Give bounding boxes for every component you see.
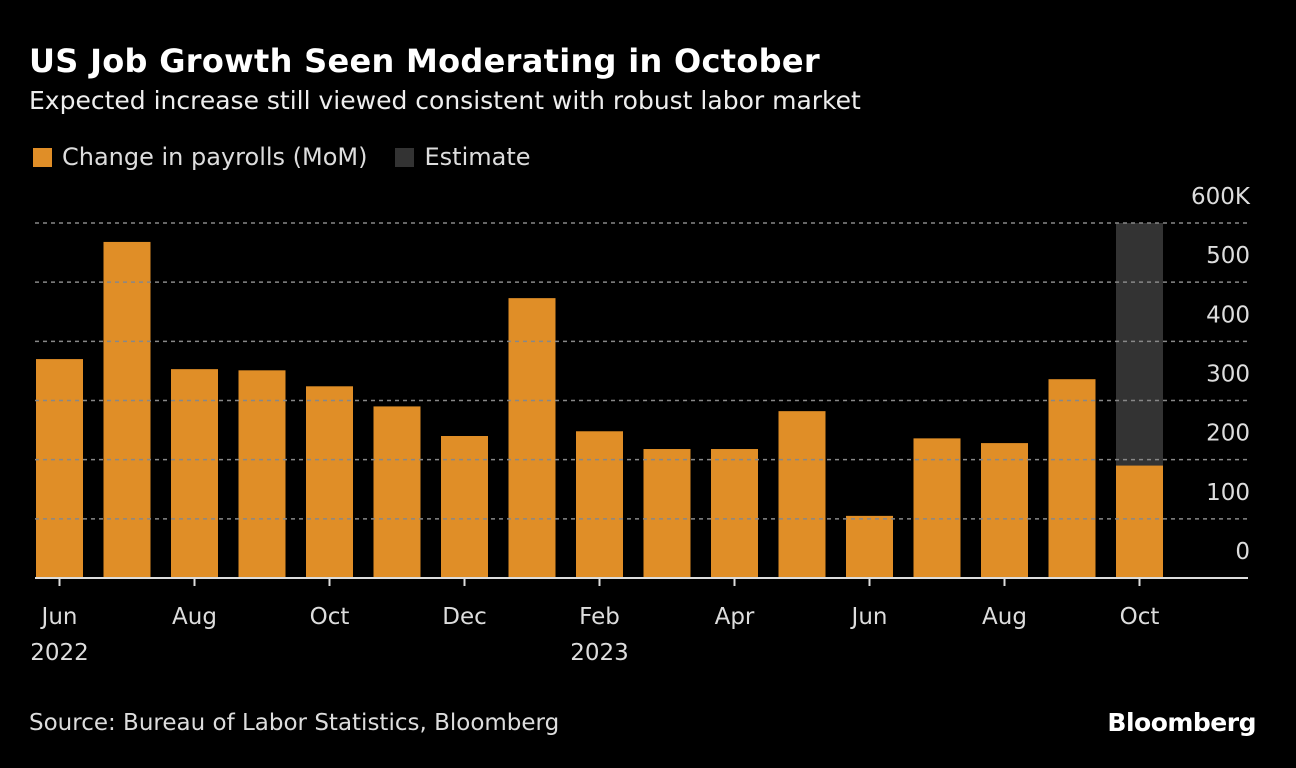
bar-sep-2022 (238, 370, 286, 578)
bar-feb-2023 (576, 431, 623, 578)
legend-label-payrolls: Change in payrolls (MoM) (62, 143, 368, 171)
bar-sep-2023 (1048, 379, 1096, 578)
bar-jun-2023 (846, 515, 893, 578)
bar-oct-2022 (306, 386, 353, 578)
x-tick-label: Oct (1120, 604, 1160, 630)
x-tick-label: Jun (850, 604, 888, 630)
bar-dec-2022 (441, 436, 488, 578)
bar-oct-2023 (1116, 465, 1163, 578)
y-tick-label: 200 (1206, 421, 1250, 447)
bar-mar-2023 (643, 449, 691, 578)
bar-jan-2023 (508, 298, 556, 578)
bar-chart: 0 100 200 300 400 500 600K Jun 2022 Aug Oct Dec Feb 2… (30, 184, 1251, 666)
x-tick-label: Oct (310, 604, 350, 630)
bar-aug-2022 (171, 369, 218, 578)
legend-label-estimate: Estimate (424, 143, 531, 171)
x-tick-year-label: 2023 (570, 640, 629, 666)
bar-jun-2022 (36, 359, 83, 578)
x-tick-label: Jun (40, 604, 78, 630)
legend-item-payrolls: Change in payrolls (MoM) (33, 143, 367, 171)
chart-title: US Job Growth Seen Moderating in October (29, 42, 820, 80)
legend-swatch-estimate (395, 147, 415, 167)
x-tick-label: Dec (442, 604, 487, 630)
legend-item-estimate: Estimate (395, 143, 531, 171)
bar-may-2023 (778, 411, 826, 578)
y-tick-label: 500 (1206, 243, 1250, 269)
legend-swatch-payrolls (33, 147, 52, 167)
bloomberg-logo: Bloomberg (1107, 708, 1256, 737)
y-tick-label: 300 (1206, 362, 1250, 388)
x-tick-label: Aug (172, 604, 217, 630)
bar-apr-2023 (711, 449, 758, 578)
x-tick-label: Feb (579, 604, 620, 630)
y-tick-label: 600K (1191, 184, 1251, 210)
bar-jul-2022 (103, 241, 151, 578)
y-tick-label: 400 (1206, 302, 1250, 328)
y-tick-label: 0 (1235, 539, 1250, 565)
x-tick-label: Apr (715, 604, 755, 630)
x-tick-label: Aug (982, 604, 1027, 630)
bar-jul-2023 (913, 438, 961, 578)
bar-aug-2023 (981, 443, 1028, 578)
y-tick-label: 100 (1206, 480, 1250, 506)
x-tick-year-label: 2022 (30, 640, 89, 666)
chart-subtitle: Expected increase still viewed consisten… (29, 86, 861, 115)
legend: Change in payrolls (MoM) Estimate (33, 143, 559, 171)
bar-nov-2022 (373, 406, 421, 578)
source-note: Source: Bureau of Labor Statistics, Bloo… (29, 710, 560, 736)
